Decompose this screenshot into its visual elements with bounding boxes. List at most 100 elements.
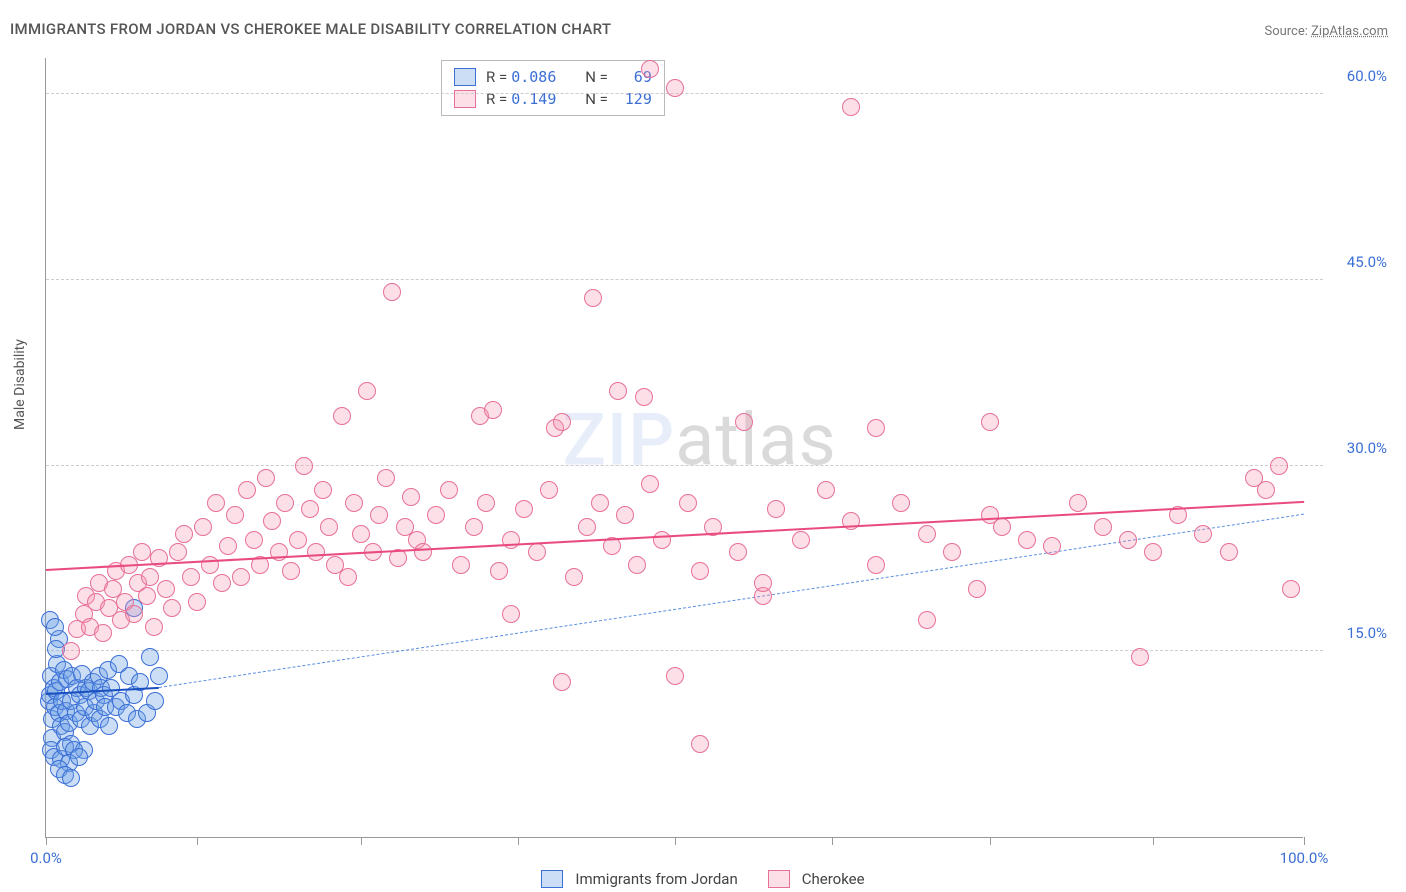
- source-label: Source:: [1264, 24, 1311, 39]
- data-point-cherokee: [440, 481, 458, 499]
- data-point-cherokee: [528, 543, 546, 561]
- data-point-cherokee: [943, 543, 961, 561]
- data-point-cherokee: [578, 518, 596, 536]
- y-tick-label: 15.0%: [1327, 624, 1387, 642]
- data-point-cherokee: [666, 79, 684, 97]
- data-point-cherokee: [484, 401, 502, 419]
- legend-item-jordan: Immigrants from Jordan: [541, 870, 737, 888]
- data-point-cherokee: [490, 562, 508, 580]
- data-point-cherokee: [314, 481, 332, 499]
- legend-series-name: Cherokee: [802, 870, 865, 888]
- data-point-cherokee: [245, 531, 263, 549]
- data-point-cherokee: [307, 543, 325, 561]
- data-point-cherokee: [1194, 525, 1212, 543]
- data-point-cherokee: [145, 618, 163, 636]
- data-point-cherokee: [553, 673, 571, 691]
- data-point-cherokee: [62, 642, 80, 660]
- data-point-cherokee: [477, 494, 495, 512]
- gridline-h: [46, 650, 1323, 651]
- data-point-cherokee: [182, 568, 200, 586]
- data-point-jordan: [141, 648, 159, 666]
- data-point-cherokee: [918, 525, 936, 543]
- data-point-cherokee: [232, 568, 250, 586]
- y-axis-label: Male Disability: [12, 339, 28, 430]
- data-point-cherokee: [1144, 543, 1162, 561]
- data-point-cherokee: [666, 667, 684, 685]
- data-point-cherokee: [157, 580, 175, 598]
- data-point-cherokee: [691, 735, 709, 753]
- data-point-cherokee: [276, 494, 294, 512]
- data-point-cherokee: [628, 556, 646, 574]
- x-tick: [990, 837, 991, 845]
- data-point-cherokee: [842, 98, 860, 116]
- data-point-cherokee: [465, 518, 483, 536]
- gridline-h: [46, 279, 1323, 280]
- data-point-cherokee: [282, 562, 300, 580]
- data-point-cherokee: [207, 494, 225, 512]
- data-point-cherokee: [1119, 531, 1137, 549]
- data-point-cherokee: [427, 506, 445, 524]
- x-tick-label: 100.0%: [1280, 849, 1329, 867]
- data-point-cherokee: [515, 500, 533, 518]
- data-point-jordan: [62, 769, 80, 787]
- data-point-cherokee: [320, 518, 338, 536]
- x-tick: [1153, 837, 1154, 845]
- data-point-cherokee: [584, 289, 602, 307]
- data-point-cherokee: [767, 500, 785, 518]
- data-point-cherokee: [383, 283, 401, 301]
- data-point-jordan: [150, 667, 168, 685]
- data-point-cherokee: [370, 506, 388, 524]
- gridline-h: [46, 465, 1323, 466]
- x-tick: [518, 837, 519, 845]
- data-point-cherokee: [981, 413, 999, 431]
- data-point-cherokee: [892, 494, 910, 512]
- gridline-h: [46, 93, 1323, 94]
- data-point-cherokee: [1094, 518, 1112, 536]
- stats-legend-row: R = 0.086N = 69: [454, 66, 652, 88]
- data-point-cherokee: [993, 518, 1011, 536]
- data-point-cherokee: [1282, 580, 1300, 598]
- x-tick: [1304, 837, 1305, 845]
- data-point-jordan: [100, 717, 118, 735]
- data-point-cherokee: [94, 624, 112, 642]
- legend-n-label: N =: [585, 68, 608, 86]
- data-point-cherokee: [1069, 494, 1087, 512]
- data-point-jordan: [70, 748, 88, 766]
- data-point-cherokee: [641, 60, 659, 78]
- scatter-plot-area: ZIPatlas R = 0.086N = 69R = 0.149N = 129…: [45, 58, 1303, 838]
- data-point-cherokee: [138, 587, 156, 605]
- stats-legend-row: R = 0.149N = 129: [454, 88, 652, 110]
- data-point-cherokee: [792, 531, 810, 549]
- y-tick-label: 45.0%: [1327, 253, 1387, 271]
- source-link[interactable]: ZipAtlas.com: [1311, 24, 1388, 39]
- data-point-cherokee: [1257, 481, 1275, 499]
- legend-swatch: [768, 870, 790, 888]
- data-point-cherokee: [289, 531, 307, 549]
- data-point-cherokee: [1043, 537, 1061, 555]
- data-point-cherokee: [1220, 543, 1238, 561]
- data-point-cherokee: [452, 556, 470, 574]
- y-tick-label: 60.0%: [1327, 67, 1387, 85]
- data-point-cherokee: [194, 518, 212, 536]
- data-point-cherokee: [553, 413, 571, 431]
- x-tick: [361, 837, 362, 845]
- data-point-cherokee: [616, 506, 634, 524]
- data-point-cherokee: [641, 475, 659, 493]
- x-tick: [197, 837, 198, 845]
- y-tick-label: 30.0%: [1327, 439, 1387, 457]
- data-point-cherokee: [754, 574, 772, 592]
- data-point-cherokee: [402, 488, 420, 506]
- data-point-cherokee: [635, 388, 653, 406]
- data-point-jordan: [146, 692, 164, 710]
- data-point-cherokee: [133, 543, 151, 561]
- data-point-cherokee: [188, 593, 206, 611]
- data-point-cherokee: [141, 568, 159, 586]
- data-point-cherokee: [263, 512, 281, 530]
- data-point-cherokee: [502, 531, 520, 549]
- legend-swatch: [541, 870, 563, 888]
- data-point-cherokee: [691, 562, 709, 580]
- data-point-cherokee: [201, 556, 219, 574]
- x-tick: [46, 837, 47, 845]
- data-point-cherokee: [502, 605, 520, 623]
- data-point-cherokee: [169, 543, 187, 561]
